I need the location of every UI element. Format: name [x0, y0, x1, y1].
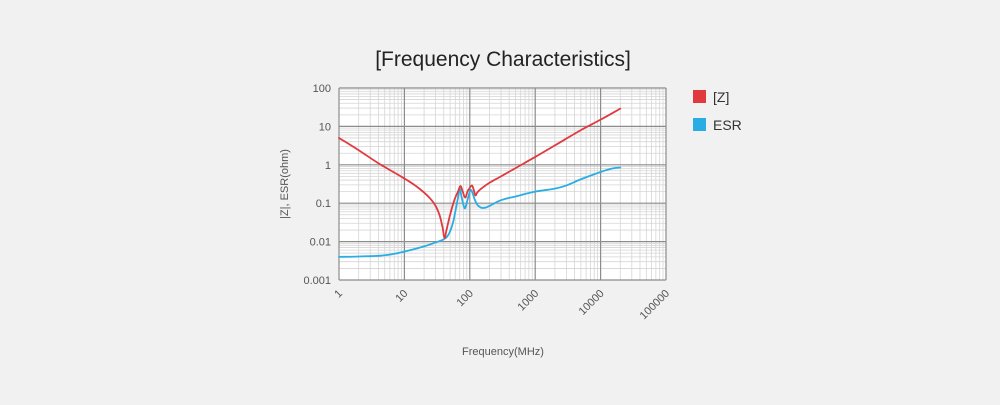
- y-tick-label: 100: [313, 83, 331, 95]
- y-tick-label: 0.001: [303, 275, 331, 287]
- x-tick-labels: 1 10 100 1000 10000 100000: [332, 288, 672, 322]
- y-tick-label: 1: [325, 160, 331, 172]
- legend-label-esr: ESR: [713, 117, 742, 133]
- legend: [Z] ESR: [693, 89, 742, 133]
- legend-swatch-z: [693, 90, 706, 103]
- x-tick-label: 10: [393, 288, 410, 305]
- x-tick-label: 1000: [516, 288, 542, 314]
- y-tick-label: 0.1: [316, 198, 331, 210]
- x-tick-label: 100: [454, 288, 475, 309]
- plot-area: [339, 88, 666, 280]
- y-tick-label: 10: [319, 121, 331, 133]
- chart-title: [Frequency Characteristics]: [375, 48, 631, 71]
- series-line-z: [338, 107, 622, 239]
- y-tick-labels: 100 10 1 0.1 0.01 0.001: [303, 83, 331, 287]
- minor-gridlines: [339, 88, 666, 280]
- y-tick-label: 0.01: [310, 237, 331, 249]
- series-line-esr: [338, 166, 622, 258]
- y-axis-label: |Z|, ESR(ohm): [279, 149, 291, 219]
- x-tick-label: 1: [332, 288, 345, 301]
- x-axis-label: Frequency(MHz): [462, 346, 544, 358]
- x-tick-label: 100000: [638, 288, 672, 322]
- series-layer: [338, 107, 622, 258]
- legend-label-z: [Z]: [713, 89, 729, 105]
- x-tick-label: 10000: [577, 288, 607, 318]
- legend-swatch-esr: [693, 118, 706, 131]
